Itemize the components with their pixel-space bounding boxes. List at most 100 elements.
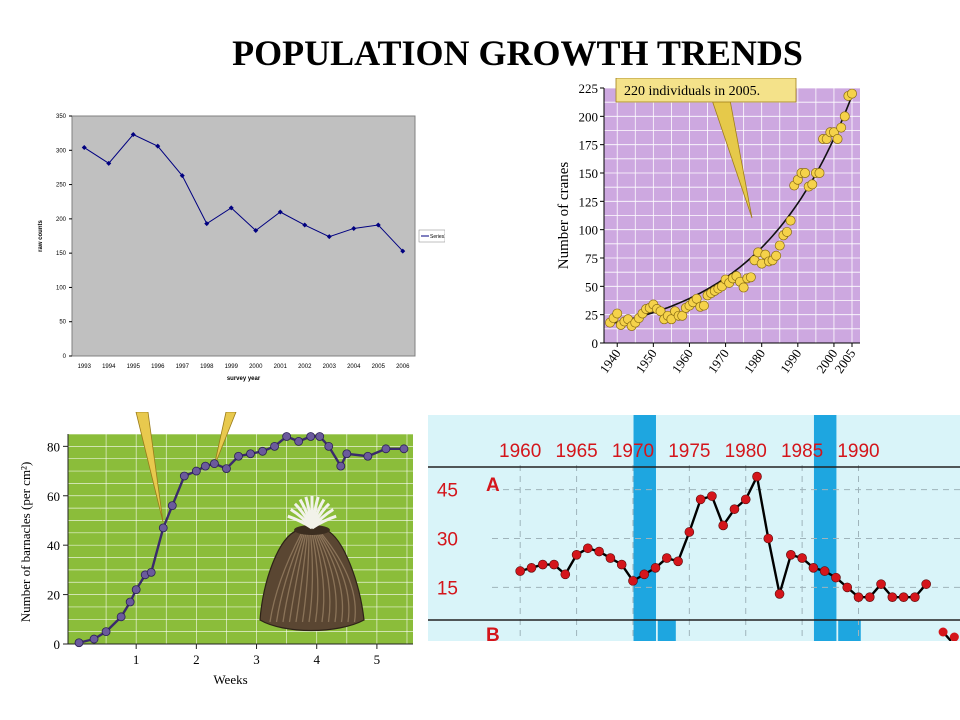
data-point-b bbox=[949, 632, 959, 641]
data-point bbox=[375, 222, 381, 228]
data-point bbox=[774, 240, 785, 251]
data-point bbox=[836, 122, 847, 133]
data-point bbox=[774, 589, 785, 599]
x-tick-label: 1994 bbox=[102, 364, 116, 370]
y-tick-label: 150 bbox=[579, 166, 599, 181]
data-point bbox=[146, 567, 156, 577]
data-point bbox=[306, 432, 316, 441]
y-tick-label: 20 bbox=[47, 588, 60, 603]
data-point bbox=[228, 205, 234, 211]
data-point bbox=[616, 559, 627, 570]
x-tick-label: 1970 bbox=[705, 346, 732, 376]
data-point bbox=[324, 441, 334, 451]
data-point bbox=[277, 209, 283, 215]
barnacles-chart-svg: 0 20 40 60 80 1 2 3 4 5 Weeks Number of barnacles (… bbox=[18, 412, 413, 687]
data-point bbox=[210, 459, 219, 469]
data-point bbox=[814, 168, 825, 178]
data-point bbox=[526, 563, 537, 573]
data-point bbox=[294, 437, 304, 446]
time-series-chart-svg: 1960 1965 1970 1975 1980 1985 1990 15 30 45 A B bbox=[428, 415, 960, 641]
x-tick-label: 1980 bbox=[725, 441, 767, 462]
shaded-interval bbox=[633, 415, 656, 641]
data-point bbox=[131, 585, 141, 595]
barnacle-shell-ridge bbox=[318, 533, 344, 623]
y-tick-label: 200 bbox=[579, 109, 599, 124]
data-point bbox=[745, 272, 756, 283]
barnacle-shell-ridge bbox=[269, 533, 302, 623]
x-tick-label: 2006 bbox=[396, 364, 410, 370]
y-tick-label: 45 bbox=[437, 481, 458, 502]
x-tick-label: 1999 bbox=[225, 364, 239, 370]
barnacles-chart: 0 20 40 60 80 1 2 3 4 5 Weeks Number of barnacles (… bbox=[8, 412, 423, 714]
y-tick-label: 30 bbox=[437, 530, 458, 551]
data-point bbox=[158, 523, 168, 533]
shaded-interval bbox=[657, 620, 676, 641]
y-tick-label: 250 bbox=[56, 183, 67, 189]
barnacle-shell-ridge bbox=[321, 533, 356, 623]
x-tick-label: 2 bbox=[193, 652, 200, 667]
y-tick-label: 0 bbox=[592, 336, 599, 351]
data-point bbox=[650, 563, 661, 573]
x-tick-label: 2004 bbox=[347, 364, 361, 370]
data-point bbox=[729, 504, 740, 514]
y-tick-label: 350 bbox=[56, 114, 67, 120]
barnacle-shell-ridge bbox=[314, 533, 331, 623]
x-tick-label: 1993 bbox=[78, 364, 92, 370]
data-point bbox=[832, 134, 843, 144]
x-axis-label: Weeks bbox=[213, 672, 247, 687]
barnacle-shell-ridge bbox=[301, 533, 310, 623]
x-tick-label: 2005 bbox=[372, 364, 386, 370]
x-tick-label: 1998 bbox=[200, 364, 214, 370]
cranes-chart: 0 25 50 75 100 125 150 175 200 225 1940 1950 1960 197… bbox=[540, 78, 870, 400]
x-tick-label: 1960 bbox=[669, 346, 696, 376]
x-tick-label: 1 bbox=[133, 652, 140, 667]
x-tick-label: 1975 bbox=[668, 441, 710, 462]
data-point bbox=[695, 494, 706, 505]
y-tick-label: 25 bbox=[585, 308, 598, 323]
data-point bbox=[786, 550, 796, 560]
data-point bbox=[898, 592, 909, 602]
data-point bbox=[887, 592, 898, 602]
x-tick-label: 2001 bbox=[274, 364, 288, 370]
x-tick-label: 1965 bbox=[555, 441, 597, 462]
data-point bbox=[661, 553, 672, 563]
x-tick-label: 1980 bbox=[741, 346, 768, 376]
data-point bbox=[807, 179, 818, 190]
callout-box bbox=[615, 78, 797, 103]
data-point bbox=[326, 234, 332, 240]
data-point bbox=[302, 222, 308, 228]
y-tick-label: 50 bbox=[59, 320, 66, 326]
data-point bbox=[282, 432, 292, 441]
barnacle-shell-ridge bbox=[313, 533, 325, 623]
raw-counts-chart: 0 50 100 150 200 250 300 350 1993 1994 1995 1996 199… bbox=[30, 98, 445, 395]
data-point bbox=[594, 546, 604, 557]
y-tick-label: 200 bbox=[56, 217, 67, 223]
data-point bbox=[698, 300, 709, 311]
y-tick-label: 75 bbox=[585, 251, 598, 266]
data-point bbox=[336, 461, 346, 471]
legend-box bbox=[418, 229, 445, 243]
y-tick-label: 80 bbox=[47, 439, 60, 454]
data-point bbox=[921, 579, 931, 589]
x-tick-label: 2000 bbox=[249, 364, 263, 370]
data-point bbox=[842, 582, 853, 593]
y-tick-label: 0 bbox=[63, 354, 67, 360]
panel-label: A bbox=[486, 475, 500, 496]
data-point bbox=[167, 501, 177, 511]
data-point bbox=[831, 572, 841, 583]
data-point bbox=[571, 550, 582, 560]
y-tick-label: 15 bbox=[437, 578, 458, 599]
barnacle-opening bbox=[294, 525, 330, 535]
data-point bbox=[560, 569, 571, 580]
plot-area bbox=[71, 115, 416, 357]
y-tick-label: 40 bbox=[47, 538, 60, 553]
data-point bbox=[155, 143, 161, 149]
x-tick-label: 2002 bbox=[298, 364, 312, 370]
data-point bbox=[381, 444, 391, 454]
x-tick-label: 1950 bbox=[633, 346, 660, 376]
y-tick-label: 300 bbox=[56, 148, 67, 154]
y-axis-label: raw counts bbox=[38, 220, 44, 252]
data-point bbox=[800, 168, 810, 178]
x-tick-label: 1985 bbox=[781, 441, 823, 462]
data-point bbox=[752, 471, 762, 482]
